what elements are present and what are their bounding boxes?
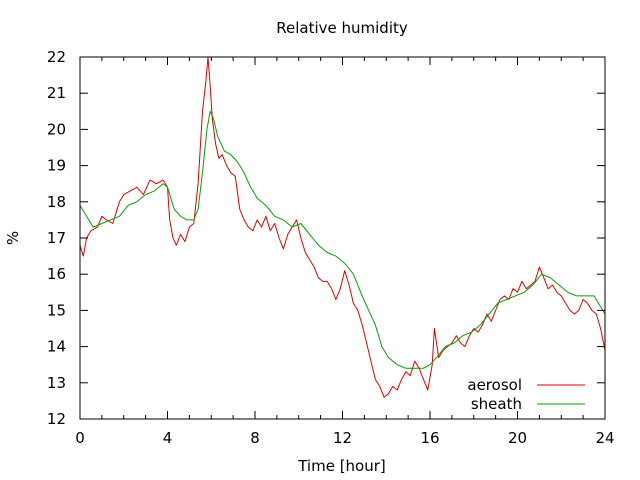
x-tick-label: 24: [595, 429, 614, 447]
y-tick-label: 19: [47, 157, 66, 175]
series-line-sheath: [79, 110, 606, 369]
y-tick-label: 20: [47, 120, 66, 138]
x-tick-label: 0: [75, 429, 85, 447]
y-tick-label: 15: [47, 301, 66, 319]
y-tick-label: 17: [47, 229, 66, 247]
series-line-aerosol: [79, 56, 606, 398]
x-tick-label: 4: [163, 429, 173, 447]
y-tick-label: 22: [47, 48, 66, 66]
y-tick-label: 13: [47, 374, 66, 392]
legend-label-sheath: sheath: [471, 395, 522, 413]
y-tick-label: 16: [47, 265, 66, 283]
chart-title: Relative humidity: [276, 19, 408, 37]
y-tick-label: 12: [47, 410, 66, 428]
y-tick-label: 21: [47, 84, 66, 102]
y-tick-label: 18: [47, 193, 66, 211]
y-tick-label: 14: [47, 338, 66, 356]
x-tick-label: 8: [250, 429, 260, 447]
axis-ticks: 0 4 8 12 16 20 24 12 13 14 15 16 17 18 19 20 21 22: [47, 48, 615, 447]
plot-area: [79, 56, 606, 398]
y-axis-label: %: [4, 231, 22, 245]
x-tick-label: 12: [333, 429, 352, 447]
legend-label-aerosol: aerosol: [467, 376, 522, 394]
x-axis-label: Time [hour]: [297, 457, 386, 475]
x-tick-label: 16: [420, 429, 439, 447]
x-tick-label: 20: [508, 429, 527, 447]
